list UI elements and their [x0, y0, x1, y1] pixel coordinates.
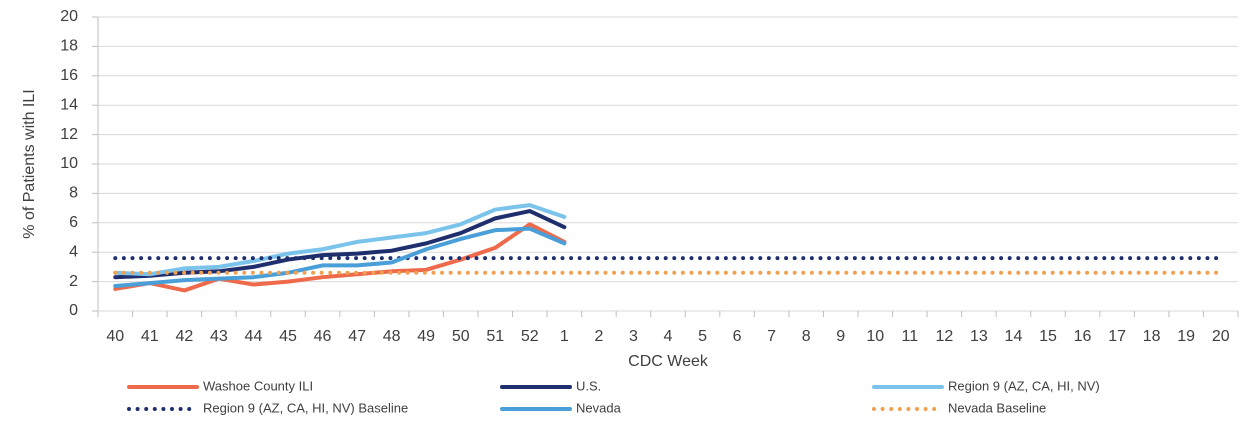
x-tick-label: 16	[1074, 328, 1092, 345]
x-tick-label: 4	[664, 328, 673, 345]
x-tick-label: 11	[902, 328, 919, 345]
x-tick-label: 40	[106, 328, 124, 345]
series-line	[113, 226, 567, 289]
y-tick-label: 20	[60, 8, 78, 25]
y-tick-label: 2	[69, 273, 78, 290]
x-tick-label: 17	[1108, 328, 1126, 345]
x-tick-label: 6	[733, 328, 742, 345]
x-tick-label: 45	[279, 328, 297, 345]
legend-label: Region 9 (AZ, CA, HI, NV) Baseline	[203, 400, 408, 415]
x-tick-label: 43	[210, 328, 228, 345]
x-tick-label: 5	[698, 328, 707, 345]
x-tick-label: 7	[767, 328, 776, 345]
x-tick-label: 10	[866, 328, 884, 345]
legend-label: Nevada	[576, 400, 622, 415]
y-tick-label: 4	[69, 243, 78, 260]
x-tick-label: 42	[175, 328, 193, 345]
x-tick-label: 49	[417, 328, 435, 345]
y-tick-label: 10	[60, 155, 78, 172]
x-tick-label: 48	[383, 328, 401, 345]
x-tick-label: 8	[802, 328, 811, 345]
x-tick-label: 14	[1005, 328, 1023, 345]
x-tick-label: 12	[935, 328, 953, 345]
x-tick-label: 50	[452, 328, 470, 345]
x-tick-label: 13	[970, 328, 988, 345]
y-tick-label: 12	[60, 126, 78, 143]
x-tick-label: 15	[1039, 328, 1057, 345]
series-line	[113, 222, 567, 293]
x-tick-label: 3	[629, 328, 638, 345]
y-tick-label: 8	[69, 185, 78, 202]
series-line	[113, 203, 567, 277]
y-tick-label: 14	[60, 96, 78, 113]
x-tick-label: 51	[486, 328, 504, 345]
x-tick-label: 46	[314, 328, 332, 345]
x-tick-label: 47	[348, 328, 366, 345]
x-tick-label: 9	[836, 328, 845, 345]
x-tick-label: 19	[1177, 328, 1195, 345]
legend-label: Region 9 (AZ, CA, HI, NV)	[948, 378, 1100, 393]
x-tick-label: 20	[1212, 328, 1230, 345]
x-axis-title: CDC Week	[628, 353, 709, 370]
series-line	[113, 209, 567, 280]
x-tick-label: 2	[594, 328, 603, 345]
y-tick-label: 16	[60, 67, 78, 84]
x-tick-label: 41	[141, 328, 159, 345]
legend-label: Washoe County ILI	[203, 378, 313, 393]
y-tick-label: 6	[69, 214, 78, 231]
y-tick-label: 18	[60, 38, 78, 55]
legend-label: Nevada Baseline	[948, 400, 1046, 415]
y-axis-title: % of Patients with ILI	[21, 89, 38, 238]
y-tick-label: 0	[69, 302, 78, 319]
x-tick-label: 52	[521, 328, 539, 345]
x-tick-label: 1	[560, 328, 569, 345]
legend-label: U.S.	[576, 378, 601, 393]
x-tick-label: 44	[245, 328, 263, 345]
x-tick-label: 18	[1143, 328, 1161, 345]
